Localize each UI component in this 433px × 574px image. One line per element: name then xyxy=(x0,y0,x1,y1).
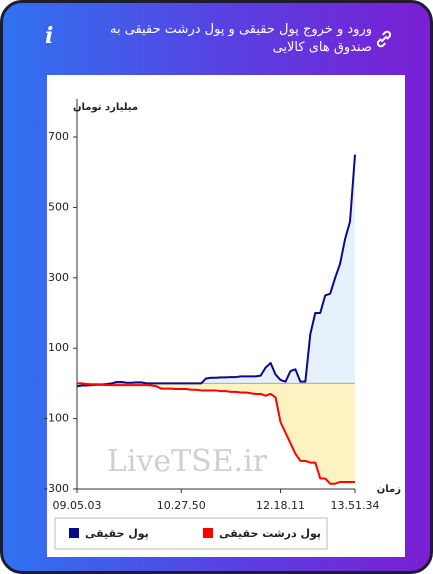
area xyxy=(77,154,355,387)
watermark: LiveTSE.ir xyxy=(107,444,268,479)
chart: LiveTSE.ir -300 -100 100 300 500 700 09.05.03 10… xyxy=(44,99,401,550)
series-line xyxy=(76,154,356,388)
legend-box xyxy=(54,517,328,550)
y-tick-label: 700 xyxy=(48,130,69,143)
y-tick-label: 300 xyxy=(48,271,69,284)
x-tick-label: 13.51.34 xyxy=(331,499,380,512)
y-tick-label: 100 xyxy=(48,341,69,354)
x-tick-label: 09.05.03 xyxy=(53,499,102,512)
y-tick-label: 500 xyxy=(48,200,69,213)
y-axis-label: میلیارد تومان xyxy=(73,102,138,113)
x-tick-label: 12.18.11 xyxy=(256,499,305,512)
y-tick-label: -100 xyxy=(44,412,69,425)
y-tick-label: -300 xyxy=(44,482,69,495)
series-line xyxy=(77,382,355,485)
legend-label: پول درشت حقیقی xyxy=(219,527,321,540)
x-axis-label: زمان xyxy=(377,484,401,495)
area xyxy=(77,383,355,484)
legend-swatch xyxy=(69,528,79,538)
link-icon[interactable] xyxy=(372,27,396,51)
legend-swatch xyxy=(203,528,213,538)
x-tick-label: 10.27.50 xyxy=(157,499,206,512)
chart-title: ورود و خروج پول حقیقی و پول درشت حقیقی ب… xyxy=(109,22,372,55)
legend-label: پول حقیقی xyxy=(85,527,149,540)
info-icon[interactable]: i xyxy=(45,23,54,49)
